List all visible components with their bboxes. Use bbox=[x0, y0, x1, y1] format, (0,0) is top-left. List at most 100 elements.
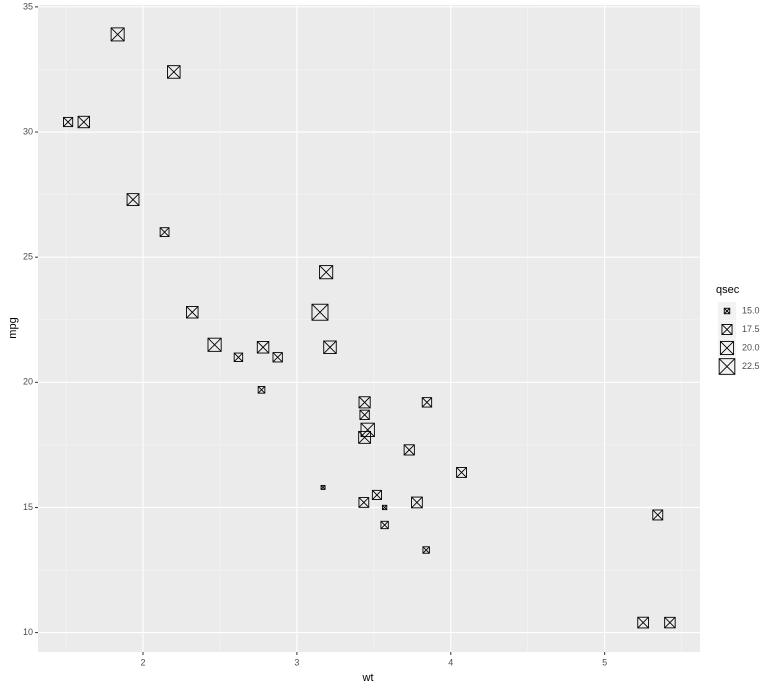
y-tick-label: 15 bbox=[23, 502, 33, 512]
point-cross bbox=[320, 485, 326, 490]
point bbox=[360, 422, 375, 438]
point-cross bbox=[421, 397, 432, 408]
point-cross bbox=[257, 386, 266, 394]
point-box bbox=[186, 306, 199, 319]
point-box bbox=[411, 496, 423, 509]
point-box bbox=[256, 341, 270, 354]
point bbox=[186, 306, 199, 319]
point-cross bbox=[422, 546, 430, 554]
y-axis-label: mpg bbox=[7, 317, 19, 338]
point-cross bbox=[167, 65, 181, 79]
point bbox=[358, 497, 370, 508]
point-cross bbox=[372, 490, 382, 500]
point-cross bbox=[403, 444, 415, 456]
point bbox=[421, 397, 433, 408]
y-tick-label: 25 bbox=[23, 252, 33, 262]
point bbox=[207, 337, 222, 352]
panel bbox=[38, 5, 700, 652]
point-cross bbox=[272, 352, 283, 363]
point bbox=[159, 227, 170, 238]
legend-label: 20.0 bbox=[742, 342, 760, 352]
point bbox=[637, 616, 649, 629]
point bbox=[371, 489, 382, 500]
legend-label: 22.5 bbox=[742, 361, 760, 371]
y-tick-label: 35 bbox=[23, 1, 33, 11]
point-cross bbox=[382, 504, 388, 510]
point bbox=[257, 386, 266, 394]
point bbox=[380, 520, 389, 530]
point bbox=[167, 65, 181, 79]
point-box bbox=[207, 337, 222, 352]
point bbox=[319, 265, 334, 280]
point-box bbox=[719, 340, 735, 356]
point bbox=[422, 546, 430, 554]
point bbox=[664, 616, 676, 629]
point-cross bbox=[77, 115, 90, 129]
point bbox=[652, 509, 664, 521]
point-box bbox=[456, 466, 467, 478]
point-box bbox=[652, 509, 664, 521]
point-cross bbox=[358, 431, 371, 444]
point bbox=[411, 496, 423, 509]
point-cross bbox=[319, 265, 334, 280]
point bbox=[723, 307, 731, 315]
point-box bbox=[718, 358, 736, 375]
point-cross bbox=[718, 358, 736, 375]
point-cross bbox=[359, 409, 370, 420]
point-box bbox=[358, 396, 371, 409]
point bbox=[456, 466, 467, 478]
point-cross bbox=[207, 337, 222, 352]
point-cross bbox=[311, 303, 329, 321]
point bbox=[110, 27, 125, 42]
point bbox=[311, 303, 329, 321]
point-box bbox=[721, 324, 733, 335]
legend-label: 17.5 bbox=[742, 324, 760, 334]
point-box bbox=[381, 504, 388, 511]
point-box bbox=[323, 340, 337, 354]
point-box bbox=[358, 497, 370, 508]
point bbox=[403, 444, 415, 456]
point bbox=[233, 352, 244, 362]
point-box bbox=[358, 430, 372, 444]
point-box bbox=[637, 616, 649, 629]
point-box bbox=[320, 484, 326, 490]
point-box bbox=[233, 352, 244, 362]
point bbox=[323, 340, 337, 354]
legend-title: qsec bbox=[716, 284, 740, 296]
point-cross bbox=[256, 341, 270, 354]
y-tick-label: 20 bbox=[23, 377, 33, 387]
point-cross bbox=[323, 340, 337, 354]
x-tick-label: 3 bbox=[294, 657, 299, 667]
point bbox=[721, 324, 733, 335]
point-cross bbox=[720, 341, 734, 355]
point-box bbox=[167, 65, 181, 79]
x-tick-label: 2 bbox=[141, 657, 146, 667]
x-tick-label: 4 bbox=[448, 657, 453, 667]
point-cross bbox=[721, 324, 733, 335]
point-box bbox=[159, 227, 170, 238]
point-cross bbox=[233, 352, 243, 362]
point-box bbox=[723, 307, 731, 315]
point-cross bbox=[358, 396, 371, 409]
point bbox=[63, 116, 74, 128]
point-cross bbox=[159, 227, 170, 237]
point-box bbox=[359, 409, 370, 420]
point-cross bbox=[360, 422, 375, 437]
legend-label: 15.0 bbox=[742, 305, 760, 315]
x-axis-label: wt bbox=[362, 672, 374, 684]
point-box bbox=[403, 444, 415, 456]
point bbox=[272, 352, 283, 363]
point-box bbox=[421, 397, 433, 408]
point-box bbox=[126, 193, 140, 207]
point-box bbox=[257, 386, 266, 394]
point-box bbox=[110, 27, 125, 42]
y-tick-label: 10 bbox=[23, 627, 33, 637]
point bbox=[126, 193, 140, 207]
point-box bbox=[380, 520, 389, 530]
point-box bbox=[360, 422, 375, 438]
point-box bbox=[63, 116, 74, 128]
point bbox=[359, 409, 370, 420]
point-cross bbox=[110, 27, 125, 42]
point-box bbox=[319, 265, 334, 280]
